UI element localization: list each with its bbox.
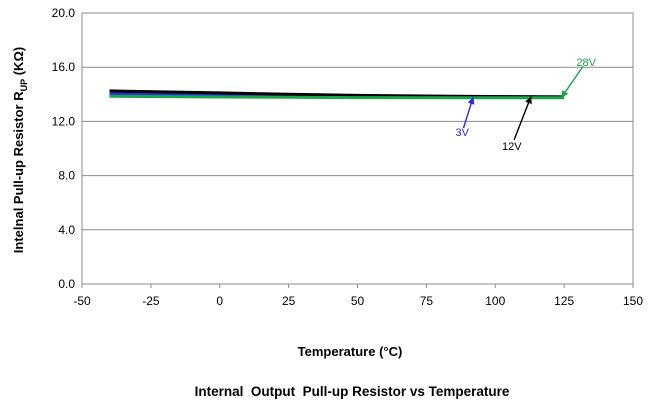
annotation-label-28v: 28V <box>576 57 596 69</box>
x-tick-label: 50 <box>351 294 365 308</box>
annotation-arrow-12v <box>513 96 532 141</box>
x-tick-label: 100 <box>485 294 505 308</box>
x-tick-label: -50 <box>73 294 91 308</box>
y-tick-label: 8.0 <box>58 169 75 183</box>
x-axis-title: Temperature (°C) <box>298 344 403 359</box>
annotation-arrowhead-28v <box>561 89 569 98</box>
annotation-arrowhead-3v <box>467 97 475 105</box>
y-tick-label: 16.0 <box>52 60 76 74</box>
plot-area <box>81 12 634 285</box>
y-axis-title-main: Intelnal Pull-up Resistor R <box>11 91 26 253</box>
x-tick-label: 150 <box>623 294 643 308</box>
x-tick-label: 0 <box>216 294 223 308</box>
y-axis-ticks: 0.0 4.0 8.0 12.0 16.0 20.0 <box>52 6 76 291</box>
chart-title: Internal Output Pull-up Resistor vs Temp… <box>195 384 510 399</box>
annotation-label-3v: 3V <box>455 127 469 139</box>
y-axis-title: Intelnal Pull-up Resistor RUP (KΩ) <box>11 47 29 253</box>
y-axis-title-subscript: UP <box>19 79 29 92</box>
y-tick-label: 4.0 <box>58 223 75 237</box>
x-tick-label: 75 <box>420 294 434 308</box>
y-axis-title-unit: (KΩ) <box>11 47 26 79</box>
x-axis-ticks: -50 -25 0 25 50 75 100 125 150 <box>73 284 643 308</box>
annotation-label-12v: 12V <box>502 141 522 153</box>
y-tick-label: 0.0 <box>58 277 75 291</box>
x-tick-label: 25 <box>282 294 296 308</box>
y-tick-label: 20.0 <box>52 6 76 20</box>
x-tick-label: 125 <box>554 294 574 308</box>
series-line-28v <box>109 94 565 100</box>
y-tick-label: 12.0 <box>52 114 76 128</box>
x-tick-label: -25 <box>142 294 160 308</box>
annotation-arrowhead-12v <box>525 96 532 105</box>
gridlines <box>82 66 633 231</box>
series-annotations: 3V 12V 28V <box>455 57 596 153</box>
